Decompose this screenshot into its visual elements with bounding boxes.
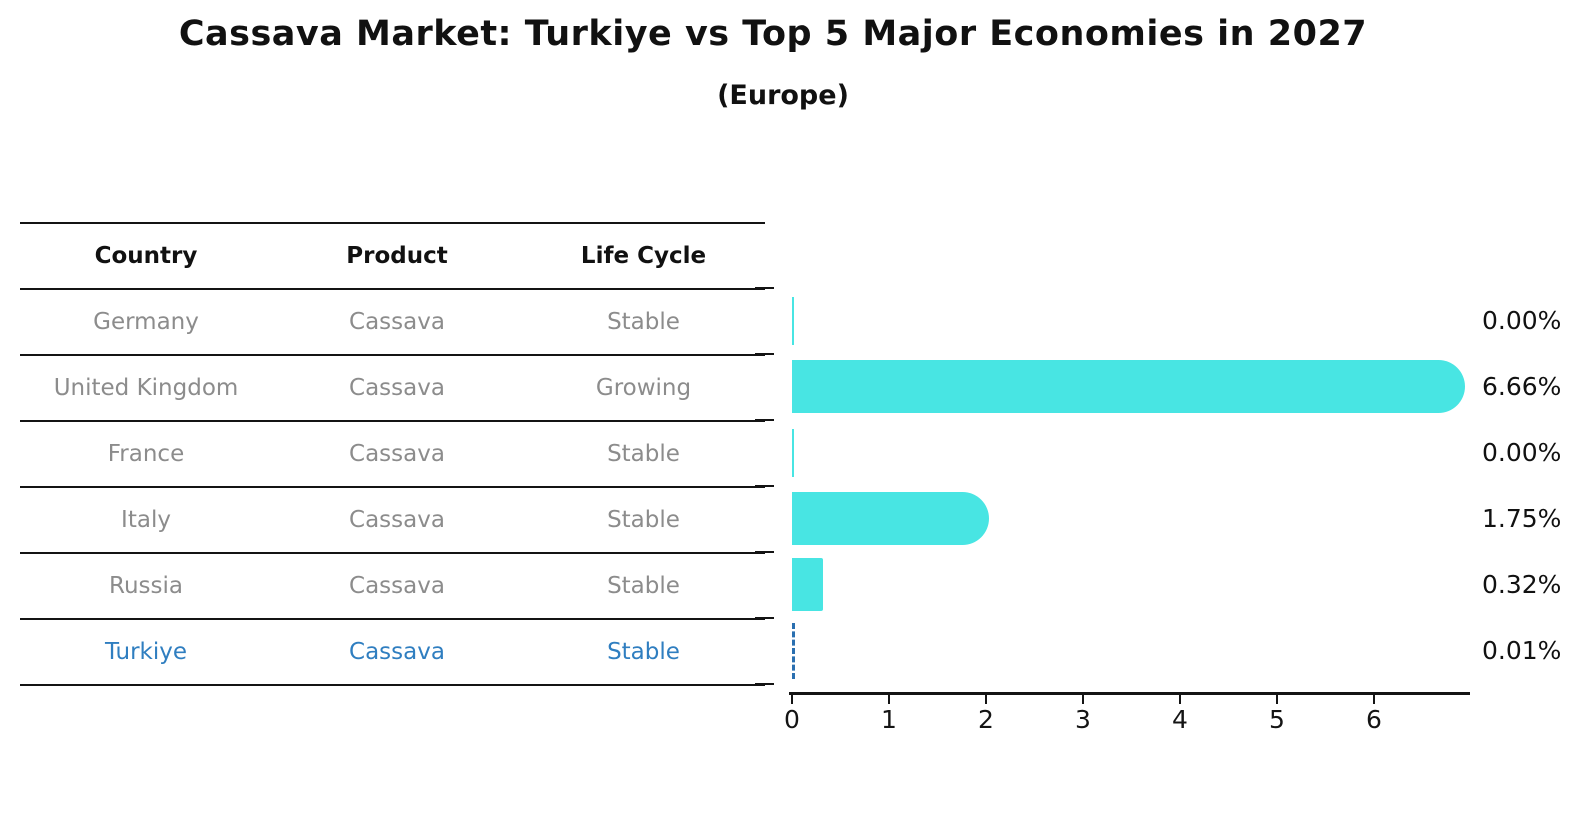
table-header-cell: Country bbox=[94, 243, 198, 269]
bar-chart-plot-area: 0.00% 6.66% 0.00% 1.75% 0.32% 0.01% bbox=[792, 288, 1586, 684]
bar-turkiye-dashed-marker bbox=[792, 623, 795, 679]
table-cell-country: United Kingdom bbox=[53, 375, 239, 401]
x-axis-tick bbox=[1373, 695, 1375, 704]
chart-row: 0.01% bbox=[792, 618, 1586, 684]
chart-row: 0.00% bbox=[792, 288, 1586, 354]
value-label: 6.66% bbox=[1482, 372, 1562, 401]
bar bbox=[792, 492, 989, 545]
y-axis-tick bbox=[755, 353, 774, 355]
x-axis-tick-label: 6 bbox=[1366, 705, 1382, 734]
x-axis-tick-label: 4 bbox=[1172, 705, 1188, 734]
table-cell-life_cycle: Stable bbox=[607, 441, 680, 467]
chart-row: 0.00% bbox=[792, 420, 1586, 486]
bar bbox=[792, 360, 1466, 413]
table-cell-product: Cassava bbox=[349, 639, 445, 665]
table-cell-product: Cassava bbox=[349, 507, 445, 533]
table-cell-product: Cassava bbox=[349, 573, 445, 599]
table-row: Russia Cassava Stable bbox=[20, 554, 765, 620]
chart-row: 6.66% bbox=[792, 354, 1586, 420]
y-axis-tick bbox=[755, 419, 774, 421]
table-cell-life_cycle: Stable bbox=[607, 639, 680, 665]
table-cell-country: Italy bbox=[121, 507, 171, 533]
x-axis-tick-label: 3 bbox=[1075, 705, 1091, 734]
x-axis-tick bbox=[888, 695, 890, 704]
table-cell-country: Germany bbox=[93, 309, 199, 335]
value-label: 1.75% bbox=[1482, 504, 1562, 533]
value-label: 0.00% bbox=[1482, 438, 1562, 467]
table-row: France Cassava Stable bbox=[20, 422, 765, 488]
x-axis-tick bbox=[1082, 695, 1084, 704]
table-cell-life_cycle: Stable bbox=[607, 573, 680, 599]
chart-row: 1.75% bbox=[792, 486, 1586, 552]
table-cell-product: Cassava bbox=[349, 309, 445, 335]
x-axis-line bbox=[789, 692, 1470, 695]
x-axis-tick-label: 5 bbox=[1269, 705, 1285, 734]
bar-zero-line bbox=[792, 297, 794, 345]
x-axis-tick-label: 2 bbox=[978, 705, 994, 734]
value-label: 0.00% bbox=[1482, 306, 1562, 335]
chart-row: 0.32% bbox=[792, 552, 1586, 618]
table-header-cell: Life Cycle bbox=[580, 243, 707, 269]
x-axis-tick bbox=[1179, 695, 1181, 704]
y-axis-tick bbox=[755, 551, 774, 553]
bar bbox=[792, 558, 824, 611]
x-axis-tick bbox=[791, 695, 793, 704]
table-cell-life_cycle: Growing bbox=[595, 375, 692, 401]
table-cell-country: Russia bbox=[109, 573, 183, 599]
table-row: Turkiye Cassava Stable bbox=[20, 620, 765, 686]
table-cell-country: France bbox=[107, 441, 185, 467]
x-axis-tick-label: 0 bbox=[784, 705, 800, 734]
value-label: 0.32% bbox=[1482, 570, 1562, 599]
chart-title: Cassava Market: Turkiye vs Top 5 Major E… bbox=[178, 14, 1368, 54]
table-cell-life_cycle: Stable bbox=[607, 309, 680, 335]
value-label: 0.01% bbox=[1482, 636, 1562, 665]
table-row: United Kingdom Cassava Growing bbox=[20, 356, 765, 422]
table-row: Italy Cassava Stable bbox=[20, 488, 765, 554]
table-header-row: Country Product Life Cycle bbox=[20, 224, 765, 290]
x-axis-tick-label: 1 bbox=[881, 705, 897, 734]
table-cell-country: Turkiye bbox=[104, 639, 188, 665]
y-axis-tick bbox=[755, 287, 774, 289]
table-cell-product: Cassava bbox=[349, 441, 445, 467]
y-axis-tick bbox=[755, 485, 774, 487]
bar-zero-line bbox=[792, 429, 794, 477]
x-axis-tick bbox=[985, 695, 987, 704]
country-table: Country Product Life Cycle Germany Cassava St… bbox=[20, 222, 765, 686]
table-header-cell: Product bbox=[346, 243, 448, 269]
table-cell-life_cycle: Stable bbox=[607, 507, 680, 533]
table-row: Germany Cassava Stable bbox=[20, 290, 765, 356]
y-axis-tick bbox=[755, 683, 774, 685]
chart-subtitle: (Europe) bbox=[717, 80, 849, 111]
table-cell-product: Cassava bbox=[349, 375, 445, 401]
y-axis-tick bbox=[755, 617, 774, 619]
x-axis-tick bbox=[1276, 695, 1278, 704]
